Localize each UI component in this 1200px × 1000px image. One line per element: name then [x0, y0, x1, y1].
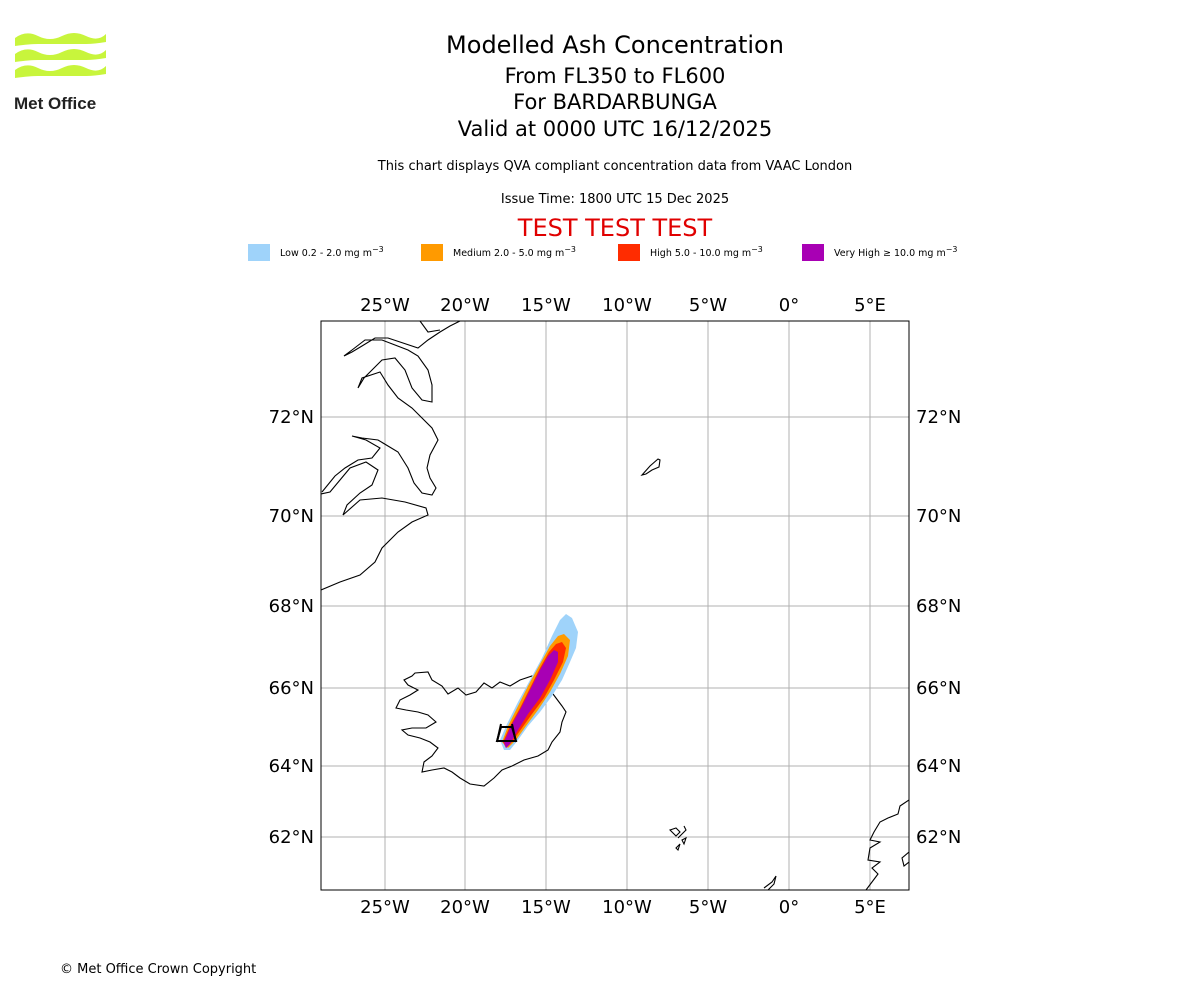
- lat-label-right: 70°N: [916, 506, 961, 527]
- lon-label-bottom: 0°: [779, 897, 799, 918]
- chart-title: Modelled Ash Concentration: [446, 31, 784, 59]
- lat-label-left: 62°N: [269, 827, 314, 848]
- jan-mayen-coastline: [640, 458, 661, 476]
- lat-label-right: 66°N: [916, 678, 961, 699]
- lon-label-bottom: 20°W: [440, 897, 490, 918]
- graticule: [321, 321, 909, 890]
- lat-label-left: 72°N: [269, 407, 314, 428]
- lon-label-top: 20°W: [440, 295, 490, 316]
- flight-level-range: From FL350 to FL600: [504, 64, 726, 88]
- legend-swatch-high: [618, 244, 640, 261]
- legend-swatch-very-high: [802, 244, 824, 261]
- lon-label-bottom: 25°W: [360, 897, 410, 918]
- lon-label-top: 10°W: [602, 295, 652, 316]
- legend-item-low: Low 0.2 - 2.0 mg m−3: [248, 244, 384, 261]
- lat-label-left: 68°N: [269, 596, 314, 617]
- lon-label-top: 0°: [779, 295, 799, 316]
- legend-label-very-high: Very High ≥ 10.0 mg m−3: [834, 245, 958, 260]
- lat-label-right: 62°N: [916, 827, 961, 848]
- lat-label-left: 64°N: [269, 756, 314, 777]
- logo-text: Met Office: [14, 94, 96, 112]
- map-frame: [320, 320, 910, 891]
- volcano-marker-icon: [495, 723, 518, 743]
- iceland-coastline: [395, 671, 567, 787]
- legend-item-very-high: Very High ≥ 10.0 mg m−3: [802, 244, 957, 261]
- legend-item-high: High 5.0 - 10.0 mg m−3: [618, 244, 763, 261]
- lon-label-top: 15°W: [521, 295, 571, 316]
- coastlines: [321, 321, 909, 890]
- concentration-legend: Low 0.2 - 2.0 mg m−3 Medium 2.0 - 5.0 mg…: [248, 244, 1008, 264]
- legend-label-low: Low 0.2 - 2.0 mg m−3: [280, 245, 384, 260]
- legend-swatch-low: [248, 244, 270, 261]
- lat-label-right: 64°N: [916, 756, 961, 777]
- lon-label-top: 5°E: [854, 295, 886, 316]
- test-banner: TEST TEST TEST: [517, 214, 713, 242]
- issue-time: Issue Time: 1800 UTC 15 Dec 2025: [500, 192, 730, 207]
- lon-label-bottom: 5°W: [689, 897, 727, 918]
- lon-label-top: 25°W: [360, 295, 410, 316]
- faroe-islands-coastline: [668, 825, 687, 852]
- chart-description: This chart displays QVA compliant concen…: [377, 159, 853, 174]
- lat-label-left: 66°N: [269, 678, 314, 699]
- legend-label-medium: Medium 2.0 - 5.0 mg m−3: [453, 245, 576, 260]
- legend-swatch-medium: [421, 244, 443, 261]
- greenland-coastline: [321, 321, 461, 591]
- lon-label-bottom: 5°E: [854, 897, 886, 918]
- met-office-logo: Met Office: [14, 28, 110, 113]
- lat-label-right: 68°N: [916, 596, 961, 617]
- met-office-waves-icon: Met Office: [14, 33, 106, 113]
- ash-plume-very-high: [504, 650, 558, 748]
- lat-label-right: 72°N: [916, 407, 961, 428]
- lon-label-bottom: 10°W: [602, 897, 652, 918]
- copyright-notice: © Met Office Crown Copyright: [60, 962, 257, 977]
- volcano-name: For BARDARBUNGA: [513, 90, 717, 114]
- shetland-coastline: [763, 875, 777, 890]
- lat-label-left: 70°N: [269, 506, 314, 527]
- norway-coastline: [865, 799, 909, 890]
- legend-item-medium: Medium 2.0 - 5.0 mg m−3: [421, 244, 576, 261]
- valid-time: Valid at 0000 UTC 16/12/2025: [457, 117, 773, 141]
- lon-label-bottom: 15°W: [521, 897, 571, 918]
- lon-label-top: 5°W: [689, 295, 727, 316]
- legend-label-high: High 5.0 - 10.0 mg m−3: [650, 245, 763, 260]
